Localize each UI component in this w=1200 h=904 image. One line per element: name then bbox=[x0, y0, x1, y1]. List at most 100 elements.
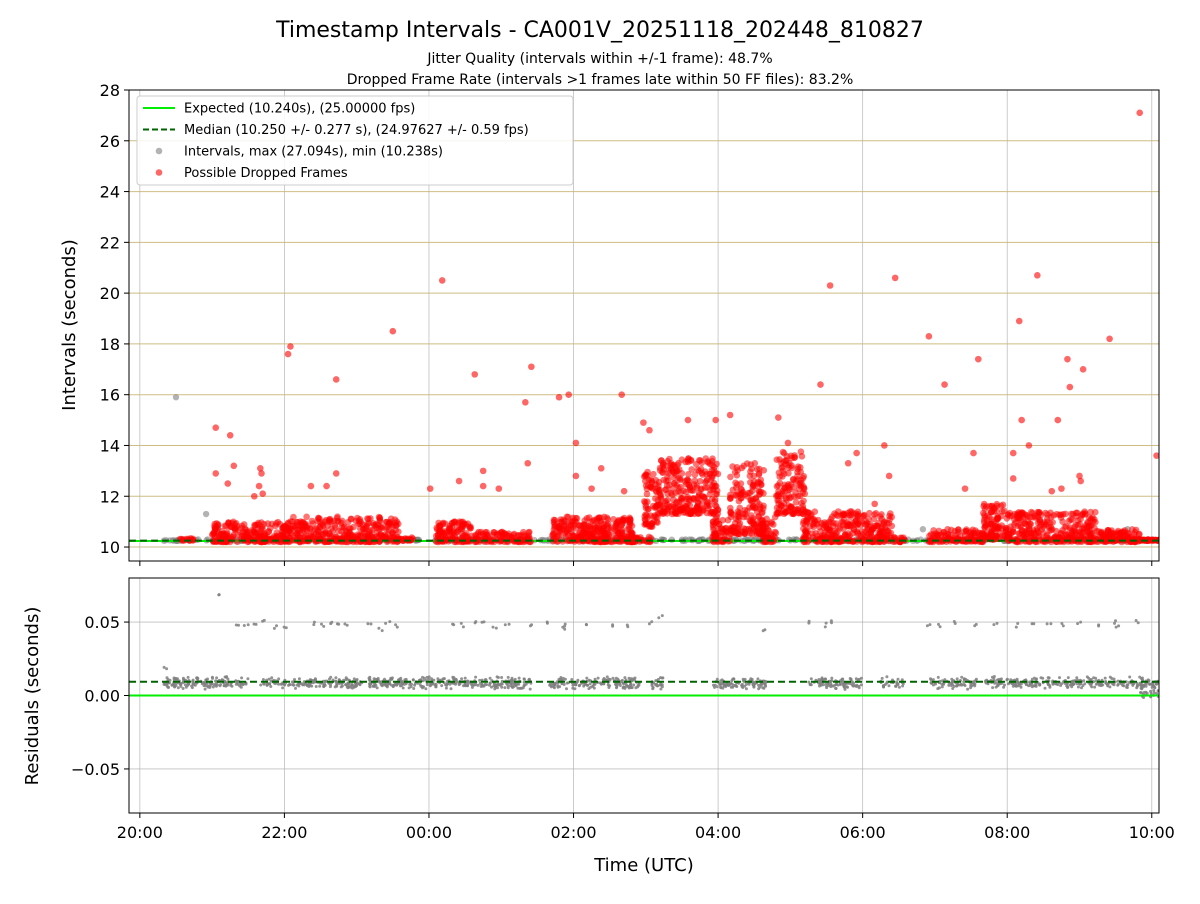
dropped-frame-point bbox=[189, 537, 197, 544]
residual-point bbox=[897, 685, 901, 689]
intervals-y-tick-label: 20 bbox=[100, 284, 120, 303]
residual-point bbox=[1134, 619, 1138, 622]
dropped-frame-point bbox=[934, 536, 942, 543]
residual-point bbox=[849, 678, 853, 681]
residual-point bbox=[229, 683, 233, 687]
dropped-frame-point bbox=[873, 522, 880, 529]
dropped-frame-point bbox=[783, 453, 791, 460]
dropped-frame-point bbox=[561, 517, 568, 525]
residual-point bbox=[452, 676, 456, 680]
dropped-frame-point bbox=[720, 526, 727, 533]
residual-point bbox=[222, 684, 226, 687]
residual-point bbox=[490, 685, 493, 689]
dropped-frame-point bbox=[982, 532, 989, 540]
residual-point bbox=[476, 683, 480, 687]
dropped-frame-point bbox=[287, 518, 294, 525]
dropped-frame-point bbox=[1153, 452, 1159, 459]
dropped-frame-point bbox=[891, 274, 899, 282]
dropped-frame-point bbox=[321, 527, 329, 534]
dropped-frame-point bbox=[695, 505, 702, 512]
residual-point bbox=[1079, 620, 1083, 624]
residual-point bbox=[959, 682, 963, 686]
residual-point bbox=[605, 675, 609, 679]
dropped-frame-point bbox=[528, 363, 535, 371]
dropped-frame-point bbox=[1015, 317, 1023, 325]
dropped-frame-point bbox=[698, 492, 706, 500]
dropped-frame-point bbox=[925, 537, 933, 544]
residual-point bbox=[895, 680, 899, 684]
residual-point bbox=[297, 677, 301, 681]
residual-point bbox=[496, 676, 500, 679]
dropped-frame-point bbox=[212, 424, 220, 431]
dropped-frame-point bbox=[440, 531, 448, 538]
dropped-frame-point bbox=[999, 501, 1007, 509]
dropped-frame-point bbox=[981, 511, 988, 519]
residual-point bbox=[302, 683, 306, 687]
residual-point bbox=[318, 684, 322, 688]
dropped-frame-point bbox=[307, 525, 314, 532]
dropped-frame-point bbox=[708, 466, 716, 474]
residual-point bbox=[940, 685, 944, 689]
dropped-frame-point bbox=[932, 530, 939, 537]
dropped-frame-point bbox=[656, 467, 664, 474]
residual-point bbox=[578, 683, 582, 687]
dropped-frame-point bbox=[779, 467, 787, 475]
residual-point bbox=[545, 621, 549, 625]
residual-point bbox=[565, 687, 568, 691]
dropped-frame-point bbox=[259, 490, 267, 498]
residual-point bbox=[761, 686, 765, 690]
residual-point bbox=[614, 676, 618, 680]
residual-point bbox=[659, 683, 663, 687]
dropped-frame-point bbox=[550, 516, 558, 524]
residual-point bbox=[632, 683, 636, 687]
dropped-frame-point bbox=[321, 518, 329, 525]
residual-point bbox=[174, 684, 178, 687]
dropped-frame-point bbox=[338, 517, 346, 525]
residual-point bbox=[1113, 621, 1116, 625]
residual-point bbox=[191, 678, 195, 682]
residual-point bbox=[1151, 683, 1154, 687]
dropped-frame-point bbox=[625, 523, 633, 530]
dropped-frame-point bbox=[325, 538, 333, 546]
residual-point bbox=[829, 683, 833, 687]
residual-point bbox=[991, 686, 995, 690]
residual-point bbox=[462, 684, 465, 688]
residual-point bbox=[1024, 678, 1028, 682]
dropped-frame-point bbox=[1077, 515, 1084, 523]
dropped-frame-point bbox=[800, 497, 807, 505]
dropped-frame-point bbox=[711, 534, 719, 541]
dropped-frame-point bbox=[703, 477, 710, 485]
residual-point bbox=[974, 677, 978, 681]
residual-point bbox=[1108, 675, 1112, 679]
residual-point bbox=[823, 625, 827, 629]
dropped-frame-point bbox=[376, 514, 384, 522]
residual-point bbox=[186, 675, 190, 679]
residual-point bbox=[732, 677, 736, 681]
residual-point bbox=[1080, 686, 1083, 690]
residual-point bbox=[596, 676, 600, 680]
dropped-frame-point bbox=[684, 416, 692, 424]
dropped-frame-point bbox=[1008, 512, 1016, 520]
residual-point bbox=[896, 677, 900, 681]
residual-point bbox=[366, 622, 370, 626]
dropped-frame-point bbox=[665, 470, 672, 477]
dropped-frame-point bbox=[1018, 511, 1025, 519]
dropped-frame-point bbox=[952, 531, 959, 539]
dropped-frame-point bbox=[370, 520, 377, 527]
residual-point bbox=[1161, 675, 1164, 678]
dropped-frame-point bbox=[704, 459, 712, 466]
residual-point bbox=[1071, 683, 1075, 687]
residual-point bbox=[401, 682, 404, 686]
residual-point bbox=[293, 678, 296, 681]
residual-point bbox=[894, 684, 897, 688]
residual-point bbox=[238, 684, 242, 688]
residual-point bbox=[334, 679, 337, 683]
intervals-y-tick-label: 24 bbox=[100, 183, 120, 202]
dropped-frame-point bbox=[727, 508, 734, 516]
dropped-frame-point bbox=[696, 477, 704, 485]
residual-point bbox=[460, 677, 464, 681]
residual-point bbox=[824, 677, 828, 681]
dropped-frame-point bbox=[941, 381, 948, 388]
residual-point bbox=[1094, 682, 1098, 686]
legend: Expected (10.240s), (25.00000 fps)Median… bbox=[136, 95, 574, 186]
